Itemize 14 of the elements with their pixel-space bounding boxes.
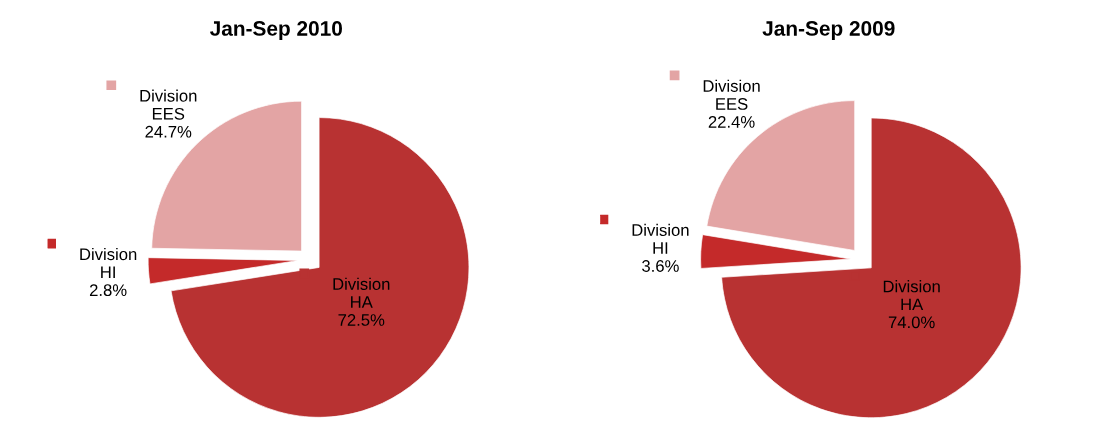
data-label: 2.8% xyxy=(89,284,127,297)
slice-label: Division HA xyxy=(883,280,940,311)
slice-label: Division EES xyxy=(703,79,760,110)
slice-label: Division HI xyxy=(80,247,137,278)
chart-title: Jan-Sep 2009 xyxy=(762,21,895,40)
data-label: 22.4% xyxy=(708,116,755,128)
data-label: 3.6% xyxy=(642,260,679,272)
data-label: 74.0% xyxy=(888,316,935,329)
slice-label: Division HA xyxy=(333,277,390,308)
slice-label: Division HI xyxy=(632,223,689,254)
slice-label: Division EES xyxy=(140,89,197,120)
chart-title: Jan-Sep 2010 xyxy=(209,21,342,40)
data-label: 24.7% xyxy=(145,125,192,138)
data-label: 72.5% xyxy=(338,314,385,326)
